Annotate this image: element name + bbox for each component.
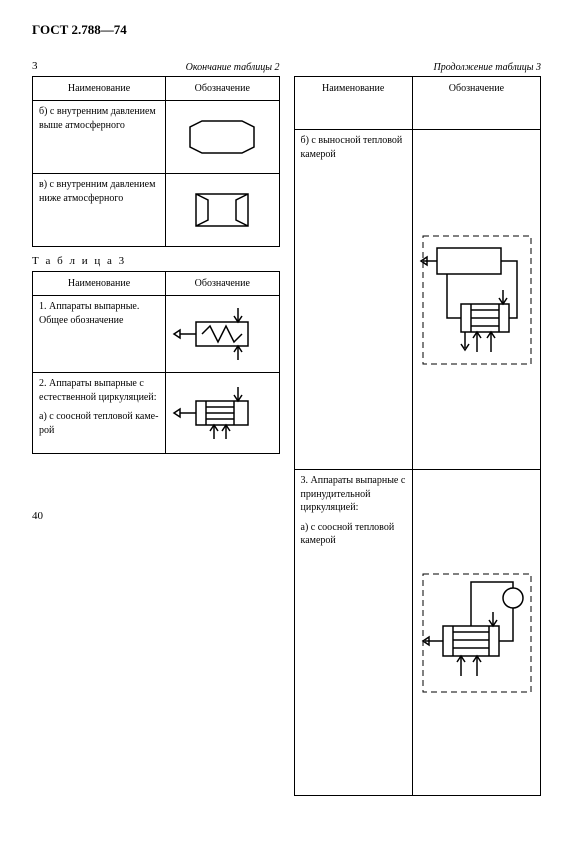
cell-diagram — [412, 130, 540, 470]
table-row: б) с выносной тепловой ка­мерой — [294, 130, 541, 470]
table-row: 3. Аппараты выпарные с прину­дительной ц… — [294, 470, 541, 796]
table-row: 2. Аппараты выпарные с есте­ственной цир… — [33, 373, 280, 454]
diagram-evaporator-natural-coaxial — [172, 381, 272, 445]
cell-diagram — [166, 296, 279, 373]
right-column: Продолжение таблицы 3 Наименование Обозн… — [294, 62, 542, 796]
cell-name: 2. Аппараты выпарные с есте­ственной цир… — [33, 373, 166, 454]
header-symbol: Обозначение — [166, 272, 279, 296]
table3-title: Т а б л и ц а 3 — [32, 255, 280, 267]
cell-diagram — [166, 174, 279, 247]
cell-name: 3. Аппараты выпарные с прину­дительной ц… — [294, 470, 412, 796]
table-2: Наименование Обозначение б) с внутренним… — [32, 76, 280, 247]
page-number-mid: 40 — [32, 510, 43, 522]
caption-table2-end: Окончание таблицы 2 — [32, 62, 280, 73]
cell-name: б) с выносной тепловой ка­мерой — [294, 130, 412, 470]
header-name: Наименование — [33, 272, 166, 296]
diagram-evaporator-forced-coaxial — [417, 568, 537, 698]
cell-diagram — [412, 470, 540, 796]
table-3-left: Наименование Обозначение 1. Аппараты вып… — [32, 271, 280, 454]
header-symbol: Обозначение — [412, 77, 540, 130]
cell-name: 1. Аппараты выпарные. Общее обозначение — [33, 296, 166, 373]
header-name: Наименование — [33, 77, 166, 101]
header-symbol: Обозначение — [166, 77, 279, 101]
caption-table3-cont: Продолжение таблицы 3 — [294, 62, 542, 73]
table-3-right: Наименование Обозначение б) с выносной т… — [294, 76, 542, 796]
table-header-row: Наименование Обозначение — [33, 77, 280, 101]
cell-name: б) с внутренним давлением выше атмосферн… — [33, 101, 166, 174]
table-row: 1. Аппараты выпарные. Общее обозначение — [33, 296, 280, 373]
left-column: Окончание таблицы 2 Наименование Обознач… — [32, 62, 280, 796]
table-header-row: Наименование Обозначение — [33, 272, 280, 296]
table-row: в) с внутренним давлением ниже атмосферн… — [33, 174, 280, 247]
standard-code: ГОСТ 2.788—74 — [32, 22, 541, 38]
header-name: Наименование — [294, 77, 412, 130]
page-number-top: 3 — [32, 60, 38, 72]
cell-diagram — [166, 373, 279, 454]
diagram-vessel-convex — [182, 109, 262, 165]
diagram-evaporator-general — [172, 304, 272, 364]
cell-name: в) с внутренним давлением ниже атмосферн… — [33, 174, 166, 247]
diagram-evaporator-external-chamber — [417, 230, 537, 370]
diagram-vessel-concave — [182, 182, 262, 238]
cell-diagram — [166, 101, 279, 174]
table-row: б) с внутренним давлением выше атмосферн… — [33, 101, 280, 174]
table-header-row: Наименование Обозначение — [294, 77, 541, 130]
